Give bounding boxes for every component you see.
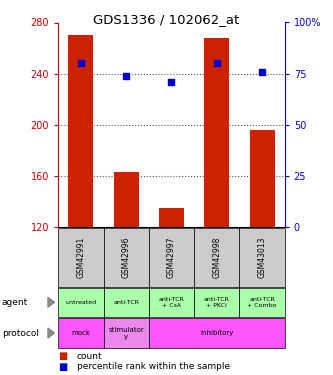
Bar <box>250 130 274 227</box>
Text: GSM42996: GSM42996 <box>122 237 131 278</box>
Text: anti-TCR
+ Combo: anti-TCR + Combo <box>247 297 277 307</box>
Bar <box>159 208 184 227</box>
Text: stimulator
y: stimulator y <box>108 327 144 339</box>
Text: anti-TCR: anti-TCR <box>113 300 139 305</box>
Text: mock: mock <box>71 330 91 336</box>
Bar <box>204 38 229 227</box>
Text: GSM42997: GSM42997 <box>167 237 176 278</box>
Text: ■: ■ <box>58 362 68 372</box>
Text: percentile rank within the sample: percentile rank within the sample <box>77 362 230 371</box>
Text: GSM43013: GSM43013 <box>257 237 267 278</box>
Text: anti-TCR
+ CsA: anti-TCR + CsA <box>159 297 184 307</box>
Bar <box>114 172 139 227</box>
Text: agent: agent <box>2 298 28 307</box>
Text: GSM42998: GSM42998 <box>212 237 221 278</box>
Text: GSM42991: GSM42991 <box>76 237 86 278</box>
Text: inhibitory: inhibitory <box>200 330 233 336</box>
Text: ■: ■ <box>58 351 68 361</box>
Text: GDS1336 / 102062_at: GDS1336 / 102062_at <box>93 13 240 26</box>
Text: count: count <box>77 352 102 361</box>
Text: untreated: untreated <box>65 300 97 305</box>
Bar <box>69 35 93 227</box>
Text: anti-TCR
+ PKCi: anti-TCR + PKCi <box>204 297 230 307</box>
Text: protocol: protocol <box>2 328 39 338</box>
